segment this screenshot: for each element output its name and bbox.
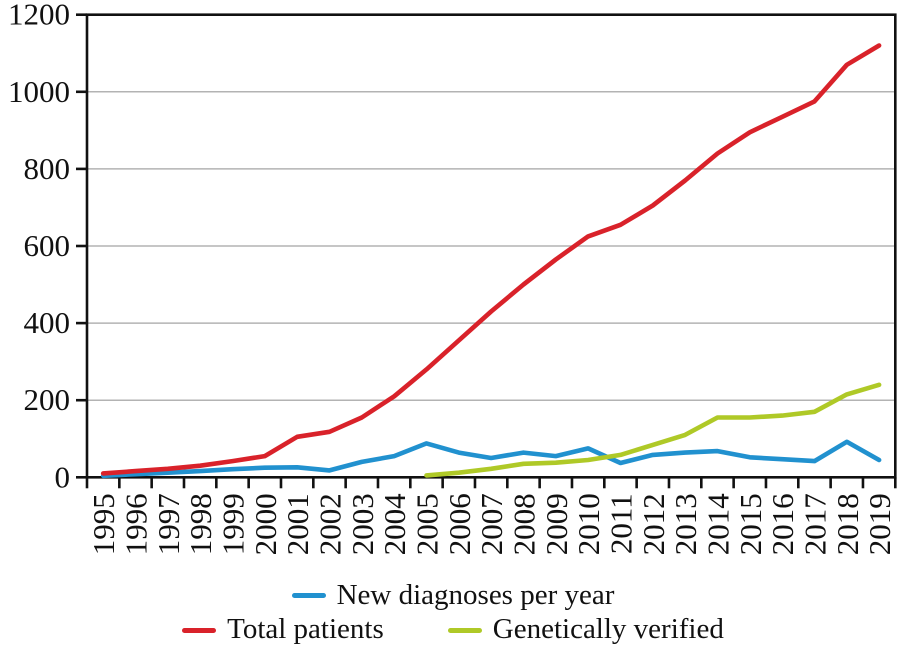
legend: New diagnoses per year Total patients Ge… [0,579,906,647]
x-tick-label: 2012 [636,493,671,555]
x-tick-label: 2019 [862,493,897,555]
x-tick-label: 2015 [733,493,768,555]
legend-swatch-total-patients-icon [182,627,217,633]
x-tick-label: 2004 [377,493,412,556]
legend-swatch-new-diagnoses-icon [291,593,326,599]
x-tick-label: 2009 [539,493,574,555]
legend-item-total-patients: Total patients [182,613,384,646]
y-tick-label: 600 [24,228,71,263]
x-tick-label: 2018 [830,493,865,555]
x-tick-label: 2000 [248,493,283,555]
x-tick-label: 2014 [700,493,735,556]
legend-label-genetically-verified: Genetically verified [492,613,724,646]
legend-label-total-patients: Total patients [227,613,384,646]
x-tick-label: 1995 [86,493,121,555]
x-tick-label: 2013 [668,493,703,555]
x-axis: 1995199619971998199920002001200220032004… [85,477,897,556]
y-tick-label: 800 [24,151,71,186]
y-tick-label: 0 [55,459,71,494]
legend-item-new-diagnoses: New diagnoses per year [291,579,615,612]
legend-label-new-diagnoses: New diagnoses per year [336,579,615,611]
x-tick-label: 1999 [215,493,250,555]
x-tick-label: 1996 [118,493,153,555]
x-tick-label: 2001 [280,493,315,555]
series-line-0-new-diagnoses-per-year [100,439,882,479]
x-tick-label: 1997 [151,493,186,555]
series-line-1-total-patients [100,43,882,476]
x-tick-label: 2011 [603,493,638,554]
x-tick-label: 2002 [312,493,347,555]
x-tick-label: 2006 [442,493,477,555]
gridlines [87,91,896,401]
legend-item-genetically-verified: Genetically verified [447,613,724,646]
legend-row-1: New diagnoses per year [291,579,615,612]
y-tick-label: 200 [24,382,71,417]
series-line-2-genetically-verified [424,382,882,478]
y-axis: 0 200 400 600 800 1000 1200 [8,0,87,494]
x-tick-label: 2017 [797,493,832,555]
x-tick-label: 2007 [474,493,509,555]
x-tick-label: 2008 [506,493,541,555]
y-tick-label: 400 [24,305,71,340]
x-tick-label: 1998 [183,493,218,555]
x-tick-label: 2005 [409,493,444,555]
legend-swatch-genetically-verified-icon [447,627,482,633]
legend-row-2: Total patients Genetically verified [182,613,724,646]
y-tick-label: 1000 [8,74,70,109]
x-tick-label: 2003 [345,493,380,555]
x-tick-label: 2010 [571,493,606,555]
x-tick-label: 2016 [765,493,800,555]
y-tick-label: 1200 [8,0,70,32]
